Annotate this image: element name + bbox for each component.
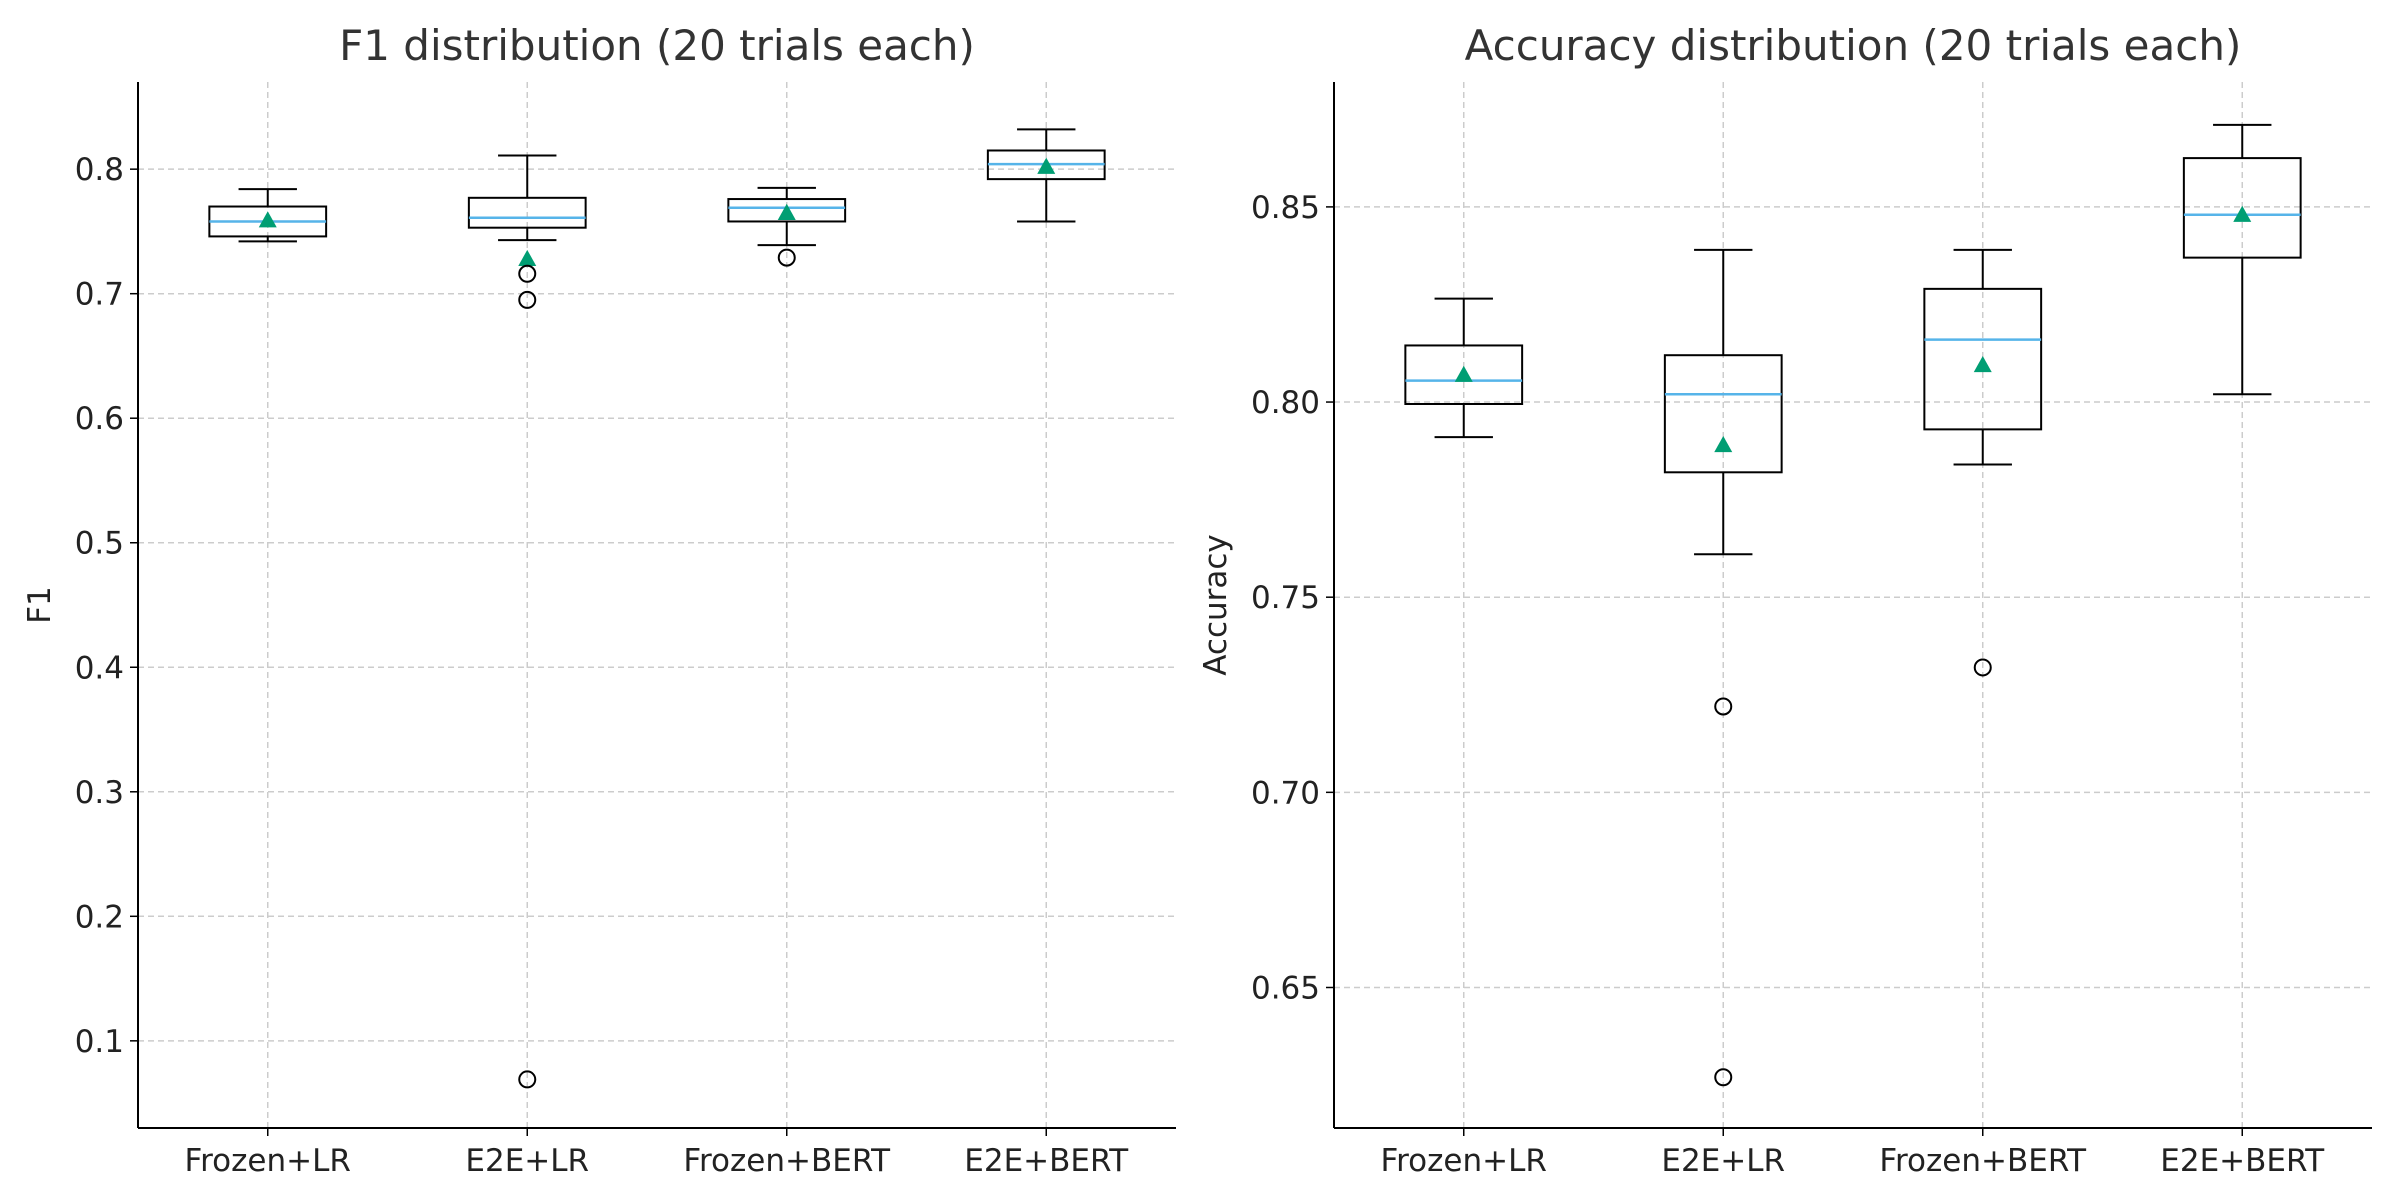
f1-y-tick-label: 0.7	[75, 277, 124, 313]
mean-marker	[1714, 435, 1733, 453]
mean-marker	[1454, 365, 1473, 382]
mean-marker	[518, 249, 537, 267]
outlier-point	[518, 1070, 537, 1089]
accuracy-panel: 0.65 0.70 0.75 0.80 0.85 Frozen+LR E2E+LR Froze…	[1198, 21, 2372, 1179]
f1-y-tick-label: 0.3	[75, 775, 124, 811]
f1-y-tick-label: 0.6	[75, 401, 124, 437]
f1-chart-title: F1 distribution (20 trials each)	[339, 21, 975, 70]
interquartile-box	[727, 198, 847, 223]
interquartile-box	[1923, 287, 2043, 431]
accuracy-x-tick-label: Frozen+LR	[1381, 1143, 1547, 1179]
accuracy-y-tick-label: 0.70	[1251, 775, 1320, 811]
outlier-point	[518, 264, 537, 283]
mean-marker	[777, 203, 796, 220]
accuracy-box-plot	[1923, 248, 2043, 677]
accuracy-x-tick-label: E2E+BERT	[2160, 1143, 2325, 1179]
f1-axes	[137, 82, 1176, 1129]
f1-x-tick-label: Frozen+BERT	[683, 1143, 891, 1179]
mean-marker	[1973, 355, 1992, 373]
f1-x-tick-label: E2E+LR	[465, 1143, 589, 1179]
interquartile-box	[1663, 354, 1783, 474]
f1-x-tick-label: Frozen+LR	[185, 1143, 351, 1179]
mean-marker	[2233, 205, 2252, 222]
mean-marker	[1037, 157, 1056, 174]
accuracy-box-plot	[2182, 123, 2302, 396]
f1-panel: 0.1 0.2 0.3 0.4 0.5 0.6 0.7 0.8 Frozen+LR E2E+LR F…	[22, 21, 1176, 1179]
accuracy-y-tick-label: 0.85	[1251, 190, 1320, 226]
f1-box-plot	[986, 128, 1106, 223]
accuracy-chart-title: Accuracy distribution (20 trials each)	[1465, 21, 2242, 70]
outlier-point	[518, 290, 537, 309]
accuracy-x-tick-label: Frozen+BERT	[1879, 1143, 2087, 1179]
accuracy-y-tick-label: 0.65	[1251, 970, 1320, 1006]
f1-ticks: 0.1 0.2 0.3 0.4 0.5 0.6 0.7 0.8 Frozen+LR E2E+LR F…	[75, 152, 1130, 1179]
accuracy-y-tick-label: 0.80	[1251, 385, 1320, 421]
accuracy-axes	[1333, 82, 2372, 1129]
f1-box-plot	[467, 154, 587, 1089]
outlier-point	[1714, 1068, 1733, 1087]
f1-y-axis-label: F1	[22, 586, 58, 624]
f1-y-tick-label: 0.2	[75, 899, 124, 935]
accuracy-y-tick-label: 0.75	[1251, 580, 1320, 616]
accuracy-x-tick-label: E2E+LR	[1661, 1143, 1785, 1179]
interquartile-box	[2182, 157, 2302, 259]
accuracy-box-plots	[1404, 123, 2302, 1087]
f1-grid	[138, 82, 1176, 1128]
accuracy-box-plot	[1404, 297, 1524, 439]
outlier-point	[777, 248, 796, 267]
f1-y-tick-label: 0.1	[75, 1024, 124, 1060]
outlier-point	[1973, 658, 1992, 677]
accuracy-ticks: 0.65 0.70 0.75 0.80 0.85 Frozen+LR E2E+LR Froze…	[1251, 190, 2325, 1179]
accuracy-y-axis-label: Accuracy	[1198, 534, 1234, 676]
f1-x-tick-label: E2E+BERT	[964, 1143, 1129, 1179]
interquartile-box	[1404, 344, 1524, 405]
interquartile-box	[467, 196, 587, 229]
f1-box-plots	[208, 128, 1106, 1089]
accuracy-box-plot	[1663, 248, 1783, 1087]
f1-y-tick-label: 0.8	[75, 152, 124, 188]
f1-box-plot	[208, 188, 328, 243]
outlier-point	[1714, 697, 1733, 716]
f1-box-plot	[727, 186, 847, 267]
f1-y-tick-label: 0.4	[75, 650, 124, 686]
mean-marker	[258, 211, 277, 228]
f1-y-tick-label: 0.5	[75, 526, 124, 562]
